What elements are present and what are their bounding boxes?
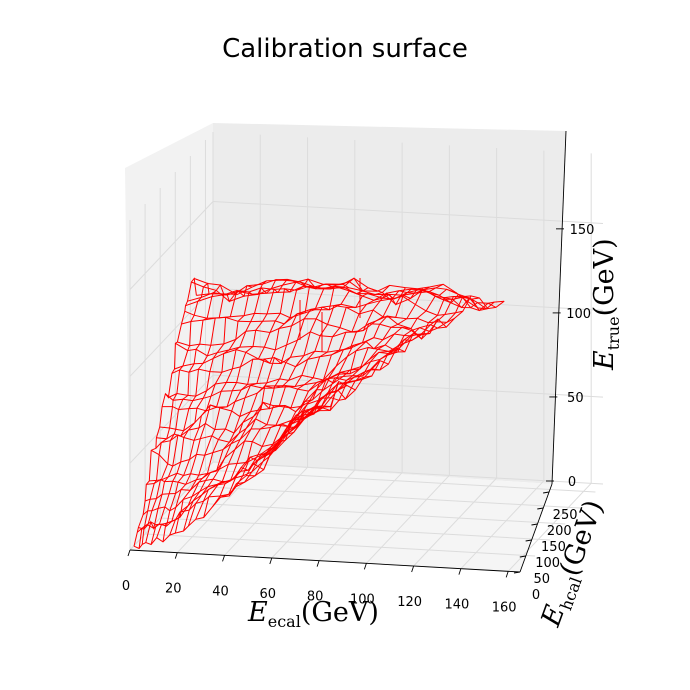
- grid-lines: [129, 132, 604, 573]
- y-tick-mark: [525, 539, 532, 542]
- wire-column: [142, 406, 331, 516]
- x-tick-mark: [411, 565, 415, 573]
- x-tick-label: 20: [165, 582, 182, 597]
- y-tick-mark: [543, 491, 550, 494]
- wire-column: [150, 376, 364, 467]
- y-tick-mark: [519, 555, 526, 558]
- x-axis-label: Eecal(GeV): [247, 597, 379, 631]
- z-tick-label: 0: [568, 475, 576, 490]
- grid-line: [129, 374, 214, 464]
- grid-line: [205, 469, 596, 493]
- x-tick-mark: [363, 563, 367, 570]
- left-pane: [125, 123, 213, 550]
- x-tick-mark: [458, 568, 462, 575]
- x-tick-label: 0: [122, 579, 130, 594]
- z-axis-label-sub: true: [604, 316, 623, 350]
- y-axis-line: [519, 483, 553, 573]
- wire-column: [159, 363, 389, 432]
- wire-column: [155, 375, 372, 449]
- x-tick-label: 120: [397, 595, 422, 610]
- y-tick-label: 100: [535, 556, 560, 571]
- x-axis-line: [129, 549, 521, 573]
- y-tick-mark: [513, 571, 521, 574]
- grid-line: [460, 480, 545, 570]
- wire-column: [149, 389, 356, 482]
- z-axis-line: [551, 130, 567, 485]
- floor-pane: [130, 462, 552, 572]
- grid-line: [190, 485, 581, 509]
- x-tick-mark: [127, 549, 131, 557]
- grid-line: [365, 474, 450, 564]
- wire-column: [146, 385, 348, 485]
- grid-line: [212, 200, 604, 224]
- x-tick-label: 160: [492, 600, 517, 615]
- z-axis-ticks: 0 50 100 150: [546, 223, 594, 490]
- x-axis-label-main: E: [247, 597, 268, 628]
- y-tick-mark: [537, 507, 544, 510]
- y-tick-label: 150: [541, 540, 566, 555]
- grid-line: [175, 501, 566, 525]
- x-tick-mark: [222, 555, 225, 562]
- grid-line: [145, 533, 536, 557]
- x-axis-ticks: 0 20 40 60 80 100 120 140 160: [122, 549, 517, 615]
- x-tick-label: 80: [307, 590, 324, 605]
- y-tick-label: 0: [532, 588, 540, 603]
- x-tick-label: 140: [444, 598, 469, 613]
- wire-column: [177, 315, 447, 347]
- y-tick-label: 200: [547, 524, 572, 539]
- grid-line: [318, 472, 403, 562]
- grid-line: [129, 201, 214, 290]
- x-tick-mark: [316, 560, 320, 567]
- x-tick-mark: [505, 571, 509, 578]
- grid-line: [129, 287, 214, 377]
- wire-column: [168, 333, 414, 398]
- x-tick-mark: [174, 552, 178, 559]
- axis-edges: [129, 130, 567, 573]
- grid-line: [413, 477, 498, 567]
- chart-title: Calibration surface: [222, 34, 468, 64]
- y-tick-mark: [531, 523, 538, 526]
- z-tick-label: 50: [567, 391, 584, 406]
- x-tick-label: 60: [260, 587, 277, 602]
- grid-line: [160, 517, 551, 541]
- x-axis-label-unit: (GeV): [301, 597, 379, 628]
- x-tick-label: 100: [350, 592, 375, 607]
- wire-column: [174, 333, 430, 370]
- wire-column: [175, 318, 439, 357]
- z-axis-label-unit: (GeV): [589, 238, 620, 316]
- z-tick-label: 150: [570, 223, 595, 238]
- y-tick-label: 50: [534, 572, 551, 587]
- wire-column: [196, 279, 505, 310]
- wire-column: [184, 295, 463, 319]
- grid-line: [224, 466, 308, 556]
- z-tick-label: 100: [566, 307, 591, 322]
- grid-line: [212, 374, 604, 398]
- x-tick-label: 40: [212, 584, 229, 599]
- wire-column: [156, 360, 381, 440]
- x-tick-mark: [269, 557, 273, 565]
- grid-line: [271, 469, 356, 559]
- surface-wireframe: [133, 277, 505, 550]
- grid-line: [212, 461, 604, 485]
- wire-column: [136, 406, 315, 533]
- wire-column: [171, 334, 422, 374]
- z-axis-label-main: E: [589, 350, 620, 371]
- wire-column: [144, 381, 340, 502]
- wire-column: [165, 351, 405, 402]
- z-axis-label: Etrue(GeV): [589, 238, 623, 371]
- wire-column: [191, 278, 488, 312]
- y-tick-label: 250: [553, 508, 578, 523]
- x-axis-label-sub: ecal: [268, 612, 301, 631]
